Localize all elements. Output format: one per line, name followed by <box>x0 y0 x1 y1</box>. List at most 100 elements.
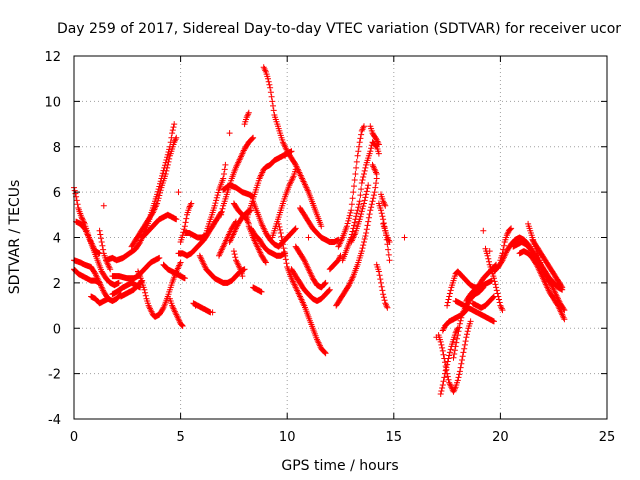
data-point <box>444 361 451 368</box>
data-point <box>379 287 386 294</box>
data-point <box>376 272 383 279</box>
data-point <box>282 252 289 259</box>
data-point <box>183 215 190 222</box>
data-point <box>501 242 507 249</box>
data-point <box>72 190 79 197</box>
y-tick-label: 0 <box>53 322 61 337</box>
data-point <box>479 285 486 292</box>
data-point <box>453 339 460 346</box>
data-point <box>561 307 568 314</box>
data-point <box>322 279 329 286</box>
data-point <box>359 177 366 183</box>
data-point <box>348 201 355 208</box>
data-point <box>370 195 377 202</box>
data-point <box>378 210 385 217</box>
data-point <box>277 226 284 233</box>
data-point <box>358 208 365 215</box>
data-point <box>379 213 386 220</box>
data-point <box>80 218 87 225</box>
data-point <box>226 130 233 137</box>
data-point <box>258 288 265 295</box>
data-point <box>459 353 466 360</box>
data-point <box>181 226 188 233</box>
data-point <box>486 258 492 265</box>
data-point <box>173 134 180 141</box>
data-point <box>231 251 238 258</box>
data-point <box>270 107 277 114</box>
data-point <box>439 344 446 351</box>
data-point <box>346 215 352 222</box>
x-tick-label: 10 <box>279 430 296 445</box>
data-point <box>232 254 239 261</box>
data-point <box>351 183 357 190</box>
data-point <box>321 349 328 356</box>
data-point <box>445 296 452 303</box>
data-point <box>450 354 457 361</box>
data-point <box>437 338 444 345</box>
data-point <box>292 225 299 232</box>
data-point <box>454 332 461 339</box>
data-point <box>447 287 454 294</box>
data-point <box>344 220 351 227</box>
data-point <box>480 227 487 234</box>
data-point <box>353 164 360 171</box>
data-point <box>98 239 105 245</box>
y-tick-label: 8 <box>53 141 61 156</box>
data-point <box>401 234 408 241</box>
data-point <box>547 281 554 287</box>
data-point <box>467 318 474 325</box>
data-point <box>267 89 274 96</box>
data-point <box>378 283 385 290</box>
data-point <box>212 200 219 207</box>
data-point <box>454 377 461 384</box>
data-point <box>360 174 367 180</box>
x-axis-ticks: 0 5 10 15 20 25 <box>70 56 615 445</box>
data-point <box>162 171 169 177</box>
data-point <box>181 275 188 282</box>
data-point <box>456 320 463 327</box>
data-point <box>353 210 360 217</box>
data-point <box>440 378 447 385</box>
chart-title: Day 259 of 2017, Sidereal Day-to-day VTE… <box>57 21 621 37</box>
y-tick-label: -4 <box>48 413 61 428</box>
data-point <box>218 211 225 218</box>
data-point <box>360 242 367 249</box>
data-point <box>305 234 312 241</box>
data-point <box>157 187 164 194</box>
data-point <box>380 291 387 298</box>
data-point <box>214 192 221 199</box>
data-point <box>171 121 178 128</box>
data-point <box>362 164 369 171</box>
data-point <box>230 248 237 255</box>
data-point <box>173 216 180 223</box>
data-point <box>368 204 375 211</box>
data-point <box>441 374 448 381</box>
data-point <box>358 186 365 193</box>
data-point <box>166 155 173 162</box>
data-point <box>456 324 463 331</box>
data-point <box>78 214 85 221</box>
data-point <box>452 343 459 350</box>
x-axis-label: GPS time / hours <box>281 458 398 474</box>
data-point <box>215 189 222 196</box>
data-point <box>361 239 367 245</box>
data-point <box>456 368 463 375</box>
data-point <box>99 242 106 249</box>
data-point <box>159 306 166 312</box>
data-point <box>192 302 199 309</box>
y-axis-label: SDTVAR / TECUs <box>7 180 23 295</box>
data-point <box>375 268 382 275</box>
data-point <box>507 226 514 233</box>
data-point <box>154 200 161 207</box>
data-point <box>371 189 378 196</box>
data-point <box>561 316 568 323</box>
data-point <box>270 102 276 109</box>
data-point <box>462 338 469 345</box>
data-point <box>361 197 368 204</box>
data-point <box>154 197 161 204</box>
data-point <box>136 240 143 247</box>
data-point <box>461 341 468 348</box>
data-point <box>445 355 452 362</box>
data-point <box>354 207 361 214</box>
